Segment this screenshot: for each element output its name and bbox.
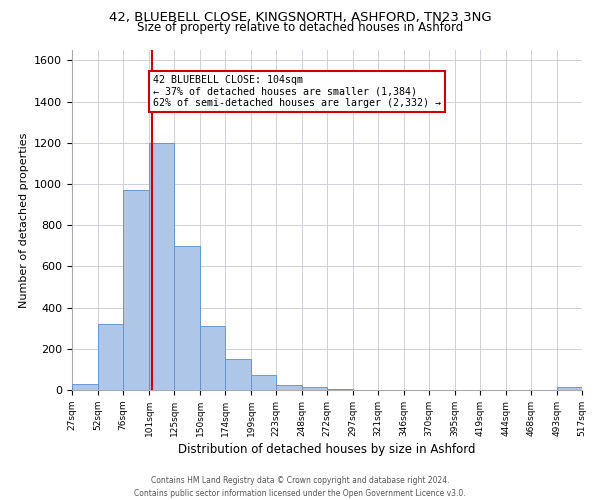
- Bar: [251, 374, 276, 390]
- Bar: [327, 389, 353, 390]
- Text: Size of property relative to detached houses in Ashford: Size of property relative to detached ho…: [137, 22, 463, 35]
- Text: Contains HM Land Registry data © Crown copyright and database right 2024.
Contai: Contains HM Land Registry data © Crown c…: [134, 476, 466, 498]
- Bar: [200, 326, 225, 390]
- Text: 42 BLUEBELL CLOSE: 104sqm
← 37% of detached houses are smaller (1,384)
62% of se: 42 BLUEBELL CLOSE: 104sqm ← 37% of detac…: [153, 74, 441, 108]
- Y-axis label: Number of detached properties: Number of detached properties: [19, 132, 29, 308]
- Bar: [276, 385, 302, 390]
- Bar: [225, 359, 251, 390]
- Bar: [123, 190, 149, 390]
- Bar: [174, 246, 200, 390]
- Text: 42, BLUEBELL CLOSE, KINGSNORTH, ASHFORD, TN23 3NG: 42, BLUEBELL CLOSE, KINGSNORTH, ASHFORD,…: [109, 11, 491, 24]
- Bar: [72, 384, 98, 390]
- Bar: [557, 387, 582, 390]
- Bar: [302, 387, 327, 390]
- Bar: [98, 324, 123, 390]
- Bar: [149, 142, 174, 390]
- X-axis label: Distribution of detached houses by size in Ashford: Distribution of detached houses by size …: [178, 443, 476, 456]
